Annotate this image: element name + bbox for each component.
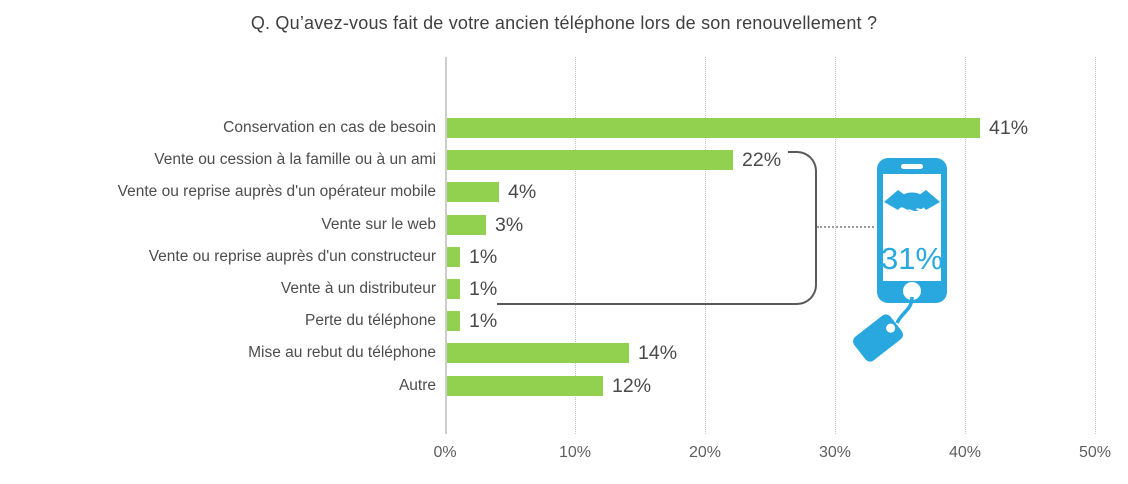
bar bbox=[447, 279, 460, 299]
category-label: Conservation en cas de besoin bbox=[223, 119, 436, 136]
chart-row: Conservation en cas de besoin 41% bbox=[0, 112, 1128, 144]
chart-row: Vente à un distributeur 1% bbox=[0, 273, 1128, 305]
bar bbox=[447, 375, 603, 396]
chart-row: Vente ou cession à la famille ou à un am… bbox=[0, 144, 1128, 176]
x-tick-label: 10% bbox=[558, 444, 592, 461]
gridline bbox=[575, 57, 576, 434]
value-label: 22% bbox=[742, 149, 782, 172]
category-label: Vente ou reprise auprès d'un opérateur m… bbox=[117, 183, 436, 201]
category-label: Vente à un distributeur bbox=[280, 280, 436, 297]
smartphone-icon bbox=[877, 158, 947, 303]
chart-row: Vente ou reprise auprès d'un constructeu… bbox=[0, 241, 1128, 273]
bar bbox=[447, 246, 460, 267]
chart-row: Autre 12% bbox=[0, 370, 1128, 402]
x-tick-label: 50% bbox=[1078, 444, 1112, 461]
x-tick-label: 30% bbox=[818, 444, 852, 461]
group-bracket bbox=[788, 151, 817, 305]
phone-illustration: 31% bbox=[853, 158, 947, 362]
value-label: 4% bbox=[508, 181, 537, 204]
value-label: 1% bbox=[469, 245, 498, 268]
category-label: Vente ou reprise auprès d'un constructeu… bbox=[148, 247, 436, 265]
bar bbox=[447, 214, 486, 235]
gridline bbox=[1095, 57, 1096, 434]
x-tick-label: 40% bbox=[948, 444, 982, 461]
category-label: Mise au rebut du téléphone bbox=[248, 344, 436, 362]
bar bbox=[447, 343, 629, 364]
bar bbox=[447, 150, 733, 171]
value-label: 41% bbox=[989, 117, 1029, 139]
gridline bbox=[835, 57, 836, 434]
price-tag-icon bbox=[853, 314, 903, 362]
gridline bbox=[965, 57, 966, 434]
chart-row: Vente sur le web 3% bbox=[0, 209, 1128, 241]
bracket-to-icon-dotted-connector bbox=[817, 226, 874, 228]
chart-row: Mise au rebut du téléphone 14% bbox=[0, 337, 1128, 369]
tag-string bbox=[895, 296, 914, 324]
category-label: Autre bbox=[398, 376, 436, 394]
x-tick-label: 0% bbox=[433, 444, 457, 461]
group-percentage-label: 31% bbox=[881, 241, 943, 276]
value-label: 14% bbox=[638, 342, 678, 365]
chart-title: Q. Qu’avez-vous fait de votre ancien tél… bbox=[250, 13, 878, 33]
value-label: 1% bbox=[469, 310, 498, 333]
y-axis-line bbox=[445, 57, 447, 434]
category-label: Vente sur le web bbox=[321, 215, 436, 233]
handshake-icon bbox=[884, 190, 940, 213]
bar bbox=[447, 118, 980, 138]
category-label: Perte du téléphone bbox=[305, 312, 436, 330]
value-label: 1% bbox=[469, 278, 498, 300]
category-label: Vente ou cession à la famille ou à un am… bbox=[154, 151, 436, 169]
gridline bbox=[705, 57, 706, 434]
x-tick-label: 20% bbox=[688, 444, 722, 461]
value-label: 12% bbox=[612, 374, 652, 397]
chart-row: Vente ou reprise auprès d'un opérateur m… bbox=[0, 176, 1128, 208]
bar bbox=[447, 182, 499, 203]
chart-row: Perte du téléphone 1% bbox=[0, 305, 1128, 337]
value-label: 3% bbox=[495, 213, 524, 236]
bar bbox=[447, 311, 460, 332]
group-bracket-bottom-line bbox=[497, 303, 790, 305]
